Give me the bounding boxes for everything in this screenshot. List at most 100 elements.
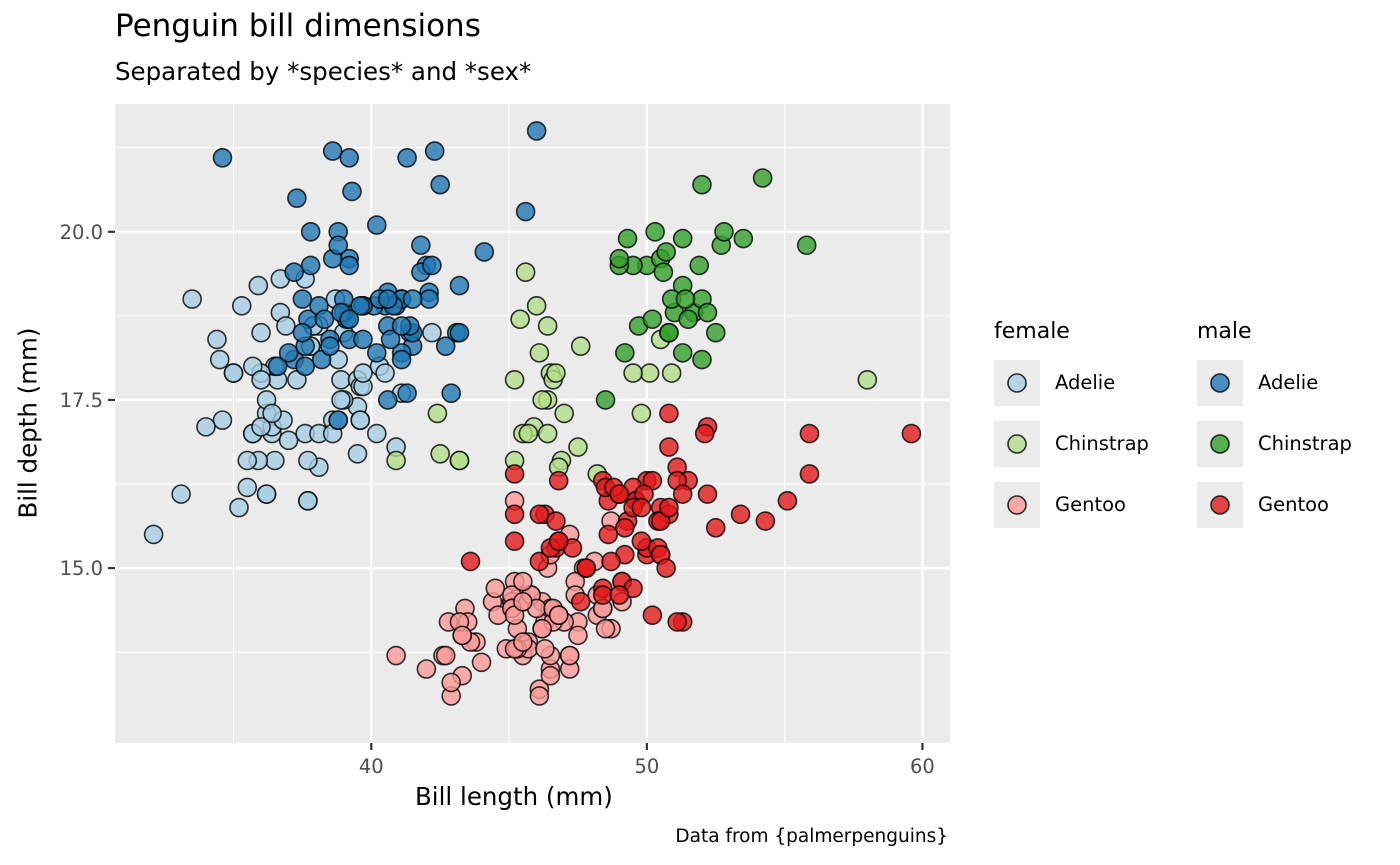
data-point bbox=[248, 275, 269, 296]
data-point bbox=[504, 491, 525, 511]
data-point bbox=[755, 511, 776, 531]
data-point bbox=[653, 262, 674, 282]
data-point bbox=[391, 289, 412, 309]
data-point bbox=[375, 295, 395, 316]
data-point bbox=[705, 517, 726, 538]
data-point bbox=[554, 403, 574, 424]
data-point bbox=[466, 632, 486, 652]
data-point bbox=[383, 295, 404, 316]
data-point bbox=[628, 316, 649, 336]
data-point bbox=[692, 289, 712, 309]
minor-gridlines bbox=[115, 104, 950, 743]
data-point bbox=[568, 625, 588, 646]
data-point bbox=[322, 248, 343, 269]
data-point bbox=[678, 309, 699, 330]
series-male-gentoo bbox=[460, 403, 922, 632]
data-point bbox=[339, 255, 360, 276]
data-point bbox=[548, 531, 569, 552]
data-point bbox=[251, 417, 271, 437]
data-point bbox=[251, 322, 271, 343]
data-point bbox=[612, 591, 632, 612]
data-point bbox=[342, 181, 362, 202]
data-point bbox=[248, 450, 269, 471]
data-point bbox=[333, 289, 354, 309]
data-point bbox=[182, 289, 202, 309]
y-axis-label: Bill depth (mm) bbox=[13, 327, 43, 519]
data-point bbox=[592, 598, 613, 619]
legend-label-male-adelie: Adelie bbox=[1258, 371, 1319, 394]
data-point bbox=[402, 336, 423, 356]
data-point bbox=[223, 363, 244, 383]
data-point bbox=[471, 652, 492, 673]
data-point bbox=[295, 336, 315, 356]
data-point bbox=[336, 309, 357, 330]
data-point bbox=[369, 289, 390, 309]
data-point bbox=[510, 585, 530, 605]
data-point bbox=[457, 612, 478, 632]
data-point bbox=[411, 235, 431, 256]
data-point bbox=[378, 316, 398, 336]
data-point bbox=[331, 369, 351, 390]
data-point bbox=[661, 289, 682, 309]
major-gridlines bbox=[115, 104, 950, 743]
data-point bbox=[609, 248, 630, 269]
data-point bbox=[568, 437, 588, 457]
data-point bbox=[314, 309, 335, 330]
y-tick-label: 17.5 bbox=[60, 389, 103, 412]
data-point bbox=[650, 511, 671, 531]
data-point bbox=[598, 491, 619, 511]
legend-key-male-adelie bbox=[1197, 360, 1243, 406]
data-point bbox=[353, 376, 373, 397]
data-point bbox=[667, 470, 687, 491]
data-point bbox=[576, 558, 597, 578]
data-point bbox=[650, 544, 671, 565]
data-point bbox=[546, 511, 566, 531]
data-point bbox=[513, 632, 533, 652]
data-point bbox=[678, 470, 699, 491]
data-point bbox=[504, 605, 525, 626]
data-point bbox=[242, 423, 263, 444]
legend-label-female-chinstrap: Chinstrap bbox=[1055, 432, 1149, 455]
data-point bbox=[320, 336, 340, 356]
data-point bbox=[331, 302, 351, 323]
x-tick-label: 60 bbox=[910, 755, 935, 778]
data-point bbox=[592, 578, 613, 599]
data-point bbox=[502, 591, 522, 612]
series-male-chinstrap bbox=[595, 168, 817, 410]
data-point bbox=[265, 450, 285, 471]
data-point bbox=[375, 363, 395, 383]
data-point bbox=[532, 618, 552, 639]
data-point bbox=[601, 511, 621, 531]
data-point bbox=[546, 538, 566, 558]
data-point bbox=[366, 423, 387, 444]
data-point bbox=[587, 605, 608, 626]
data-point bbox=[570, 591, 591, 612]
x-tick-label: 40 bbox=[359, 755, 384, 778]
data-point bbox=[328, 410, 349, 430]
data-point bbox=[705, 322, 726, 343]
data-point bbox=[325, 289, 346, 309]
data-point bbox=[532, 618, 552, 639]
series-female-chinstrap bbox=[386, 262, 878, 484]
data-point bbox=[284, 349, 304, 370]
data-point bbox=[637, 255, 657, 276]
data-point bbox=[242, 356, 263, 377]
data-point bbox=[446, 322, 467, 343]
data-point bbox=[601, 551, 621, 572]
data-point bbox=[570, 336, 591, 356]
data-point bbox=[659, 437, 679, 457]
data-point bbox=[347, 396, 368, 417]
data-point bbox=[276, 316, 296, 336]
data-point bbox=[675, 289, 696, 309]
data-point bbox=[298, 450, 318, 471]
data-point bbox=[231, 295, 252, 316]
data-point bbox=[526, 598, 547, 619]
data-point bbox=[402, 322, 423, 343]
data-point bbox=[510, 309, 530, 330]
data-point bbox=[656, 558, 676, 578]
data-point bbox=[196, 417, 216, 437]
data-point bbox=[284, 262, 304, 282]
data-point bbox=[612, 571, 632, 592]
data-point bbox=[601, 618, 621, 639]
data-point bbox=[584, 551, 605, 572]
